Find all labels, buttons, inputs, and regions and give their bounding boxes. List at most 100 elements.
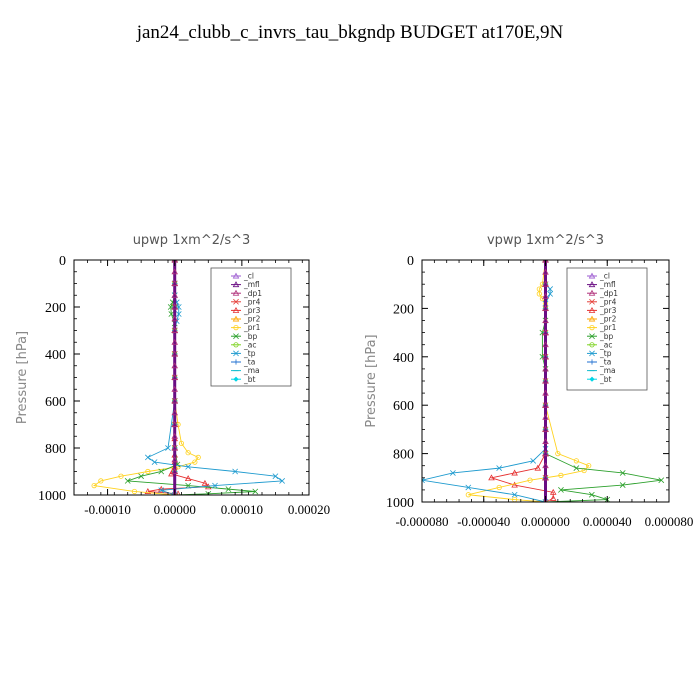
series-marker <box>171 421 178 427</box>
series-pr1 <box>91 260 201 495</box>
series-marker <box>171 432 178 439</box>
legend-entry: _pr1 <box>231 323 261 332</box>
series-marker <box>171 315 178 322</box>
series-marker <box>171 362 178 369</box>
series-marker <box>542 377 549 384</box>
legend-entry: _cl <box>587 272 610 281</box>
legend-entry: _cl <box>231 272 254 281</box>
y-tick-label: 400 <box>45 348 66 363</box>
y-tick-label: 600 <box>393 399 414 414</box>
legend-marker <box>589 324 595 331</box>
legend-label: _pr3 <box>243 306 261 315</box>
legend-entry: _pr2 <box>587 315 617 324</box>
legend-entry: _pr2 <box>231 315 261 324</box>
legend-entry: _pr3 <box>231 306 261 315</box>
x-tick-label: 0.00020 <box>288 502 330 517</box>
legend-entry: _mfl <box>587 280 616 289</box>
series-marker <box>185 463 192 470</box>
legend-entry: _bt <box>587 375 612 384</box>
series-marker <box>165 445 171 451</box>
legend-marker <box>589 333 595 340</box>
series-marker <box>232 468 239 475</box>
series-marker <box>542 450 549 457</box>
series-line <box>468 260 590 502</box>
series-marker <box>530 457 537 464</box>
series-marker <box>98 478 104 484</box>
series-marker <box>547 286 554 292</box>
series-marker <box>573 458 579 464</box>
y-tick-label: 200 <box>393 302 414 317</box>
series-marker <box>619 470 626 476</box>
series-marker <box>581 467 587 474</box>
series-marker <box>171 291 178 298</box>
series-marker <box>212 482 218 489</box>
legend-entry: _mfl <box>231 280 260 289</box>
series-group <box>422 260 665 502</box>
series-marker <box>588 491 595 498</box>
series-marker <box>542 268 549 275</box>
series-marker <box>555 450 561 457</box>
series-line <box>422 260 551 502</box>
series-marker <box>171 456 178 463</box>
series-marker <box>549 488 557 495</box>
legend-marker <box>589 298 595 305</box>
series-marker <box>496 465 503 472</box>
panel-title: vpwp 1xm^2/s^3 <box>487 233 604 248</box>
legend-entry: _pr1 <box>587 323 617 332</box>
legend-entry: _dp1 <box>231 289 262 298</box>
legend-box <box>566 267 648 391</box>
series-marker <box>536 291 542 297</box>
legend-marker <box>232 315 240 322</box>
series-marker <box>225 486 232 493</box>
legend-label: _dp1 <box>243 289 262 298</box>
series-marker <box>658 477 665 484</box>
panel-2: vpwp 1xm^2/s^3 Pressure [hPa] 0 200 400 600 80… <box>364 233 693 529</box>
series-marker <box>138 473 145 480</box>
series-marker <box>195 454 201 460</box>
legend-label: _ta <box>243 358 255 367</box>
series-marker <box>542 292 549 299</box>
series-marker <box>158 487 165 494</box>
legend-marker <box>589 359 595 365</box>
legend-marker <box>589 342 595 348</box>
legend: _cl_mfl_dp1_pr4_pr3_pr2_pr1_bp_ac_tp_ta_… <box>210 267 292 387</box>
legend-box <box>210 267 292 387</box>
legend-marker <box>232 272 240 279</box>
series-line <box>541 260 662 502</box>
legend-label: _ac <box>243 340 256 349</box>
legend-marker <box>588 315 596 322</box>
x-tick-label: -0.000080 <box>395 514 448 529</box>
panel-1: upwp 1xm^2/s^3 Pressure [hPa] 0 200 400 600 80… <box>15 233 330 517</box>
series-marker <box>542 389 549 396</box>
series-marker <box>151 459 158 465</box>
legend-entry: _bp <box>231 332 258 341</box>
legend-entry: _pr3 <box>587 306 617 315</box>
series-marker <box>422 477 425 484</box>
legend-marker <box>233 376 239 382</box>
series-marker <box>542 401 549 408</box>
series-marker <box>573 465 580 472</box>
series-marker <box>171 468 178 474</box>
series-marker <box>549 494 557 501</box>
series-marker <box>542 353 549 360</box>
series-marker <box>145 468 151 475</box>
legend-entry: _bt <box>231 375 256 384</box>
legend-entry: _pr4 <box>231 297 261 306</box>
x-tick-label: 0.00000 <box>154 502 196 517</box>
legend-marker <box>232 306 240 313</box>
series-marker <box>171 397 178 404</box>
series-marker <box>558 472 564 478</box>
legend-entry: _pr4 <box>587 297 617 306</box>
series-marker <box>158 468 165 475</box>
series-marker <box>542 413 549 420</box>
y-tick-label: 0 <box>59 254 66 269</box>
legend-label: _ma <box>599 366 616 375</box>
legend-entry: _ac <box>231 340 256 349</box>
series-marker <box>185 482 192 489</box>
y-axis-label: Pressure [hPa] <box>364 334 379 427</box>
series-marker <box>171 374 178 380</box>
series-marker <box>542 317 549 323</box>
series-marker <box>171 492 178 495</box>
legend-label: _bp <box>599 332 614 341</box>
